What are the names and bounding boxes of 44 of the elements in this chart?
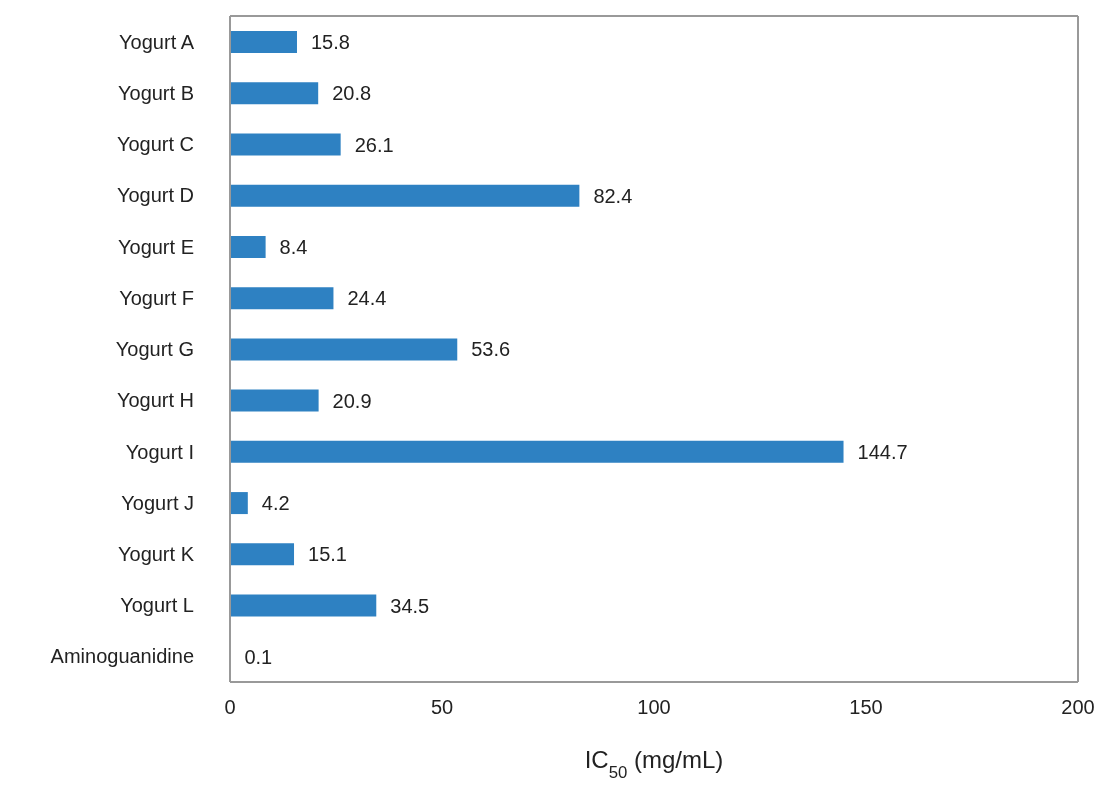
y-tick-label: Yogurt H (116, 389, 194, 412)
data-label: 20.8 (332, 82, 372, 105)
bar (230, 440, 844, 463)
y-tick-label: Yogurt E (118, 235, 194, 258)
x-tick-label: 100 (637, 696, 671, 719)
bar (230, 287, 334, 310)
y-tick-label: Yogurt D (116, 184, 194, 207)
data-label: 53.6 (471, 338, 511, 361)
y-tick-label: Yogurt J (121, 491, 194, 514)
data-label: 20.9 (332, 389, 372, 412)
data-label: 8.4 (279, 236, 308, 259)
data-label: 0.1 (244, 645, 273, 668)
data-label: 15.8 (310, 31, 350, 54)
x-tick-label: 0 (224, 696, 236, 719)
y-tick-label: Yogurt G (115, 338, 194, 361)
bar (230, 594, 377, 617)
y-tick-label: Aminoguanidine (50, 645, 194, 668)
bar (230, 543, 295, 566)
y-tick-label: Yogurt L (120, 594, 194, 617)
bar (230, 492, 248, 515)
y-tick-label: Yogurt K (118, 543, 195, 566)
bar (230, 235, 266, 258)
x-tick-label: 50 (430, 696, 454, 719)
data-label: 34.5 (390, 594, 430, 617)
y-tick-label: Yogurt C (116, 133, 194, 156)
data-label: 24.4 (347, 287, 387, 310)
data-label: 26.1 (354, 133, 394, 156)
x-tick-label: 150 (849, 696, 883, 719)
y-tick-label: Yogurt A (119, 30, 195, 53)
y-tick-label: Yogurt B (118, 81, 194, 104)
bar (230, 82, 319, 105)
data-label: 82.4 (593, 184, 633, 207)
bar (230, 389, 319, 412)
bar (230, 133, 341, 156)
y-tick-label: Yogurt I (125, 440, 194, 463)
data-label: 144.7 (857, 440, 908, 463)
bar (230, 31, 297, 53)
data-label: 4.2 (261, 492, 290, 515)
data-label: 15.1 (308, 543, 347, 566)
bar (230, 184, 580, 207)
x-tick-label: 200 (1061, 696, 1095, 719)
x-axis-title: IC$_{50}$ (mg/mL) (584, 746, 724, 782)
bar (230, 338, 458, 361)
y-tick-label: Yogurt F (119, 286, 194, 309)
